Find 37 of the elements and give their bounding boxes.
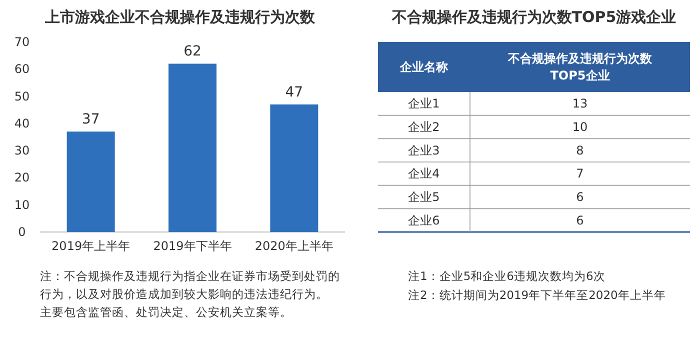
text: 不合规操作及违规行为次数TOP5企业 bbox=[507, 52, 653, 82]
data-label: 6 bbox=[576, 213, 584, 228]
data-label: 13 bbox=[572, 96, 588, 111]
text: 不合规操作及违规行为次数TOP5游戏企业 bbox=[390, 8, 676, 26]
text: 注2：统计期间为2019年下半年至2020年上半年 bbox=[408, 288, 666, 302]
data-label: 7 bbox=[576, 166, 584, 181]
category-label: 企业3 bbox=[408, 143, 440, 158]
y-tick-label: 30 bbox=[14, 144, 30, 158]
y-tick-label: 20 bbox=[14, 170, 30, 185]
data-label: 6 bbox=[576, 190, 584, 204]
text: 企业名称 bbox=[399, 60, 449, 74]
y-tick-label: 10 bbox=[14, 198, 30, 212]
y-tick-label: 50 bbox=[14, 89, 30, 104]
text: 注1：企业5和企业6违规次数均为6次 bbox=[408, 269, 606, 283]
data-label: 8 bbox=[576, 143, 584, 158]
bar bbox=[66, 132, 115, 232]
x-tick-label: 2020年上半年 bbox=[254, 239, 334, 253]
y-tick-label: 0 bbox=[18, 225, 26, 239]
data-label: 10 bbox=[572, 120, 588, 134]
category-label: 企业5 bbox=[408, 190, 440, 204]
data-label: 37 bbox=[82, 112, 100, 128]
category-label: 企业1 bbox=[408, 96, 440, 111]
category-label: 企业4 bbox=[408, 166, 440, 181]
data-label: 62 bbox=[184, 44, 202, 60]
x-tick-label: 2019年上半年 bbox=[52, 239, 130, 253]
text: 主要包含监管函、处罚决定、公安机关立案等。 bbox=[40, 305, 292, 319]
category-label: 企业2 bbox=[408, 120, 440, 134]
bar bbox=[168, 64, 216, 232]
x-tick-label: 2019年下半年 bbox=[153, 239, 232, 253]
y-tick-label: 70 bbox=[14, 35, 30, 49]
y-tick-label: 60 bbox=[14, 62, 30, 76]
y-tick-label: 40 bbox=[14, 116, 30, 130]
bar bbox=[270, 104, 318, 232]
data-label: 47 bbox=[285, 84, 304, 100]
chart-title: 上市游戏企业不合规操作及违规行为次数 bbox=[44, 8, 316, 26]
category-label: 企业6 bbox=[408, 213, 440, 228]
text: 注：不合规操作及违规行为指企业在证券市场受到处罚的行为，以及对股价造成加到较大影响的违法违纪行为。 bbox=[40, 269, 340, 301]
